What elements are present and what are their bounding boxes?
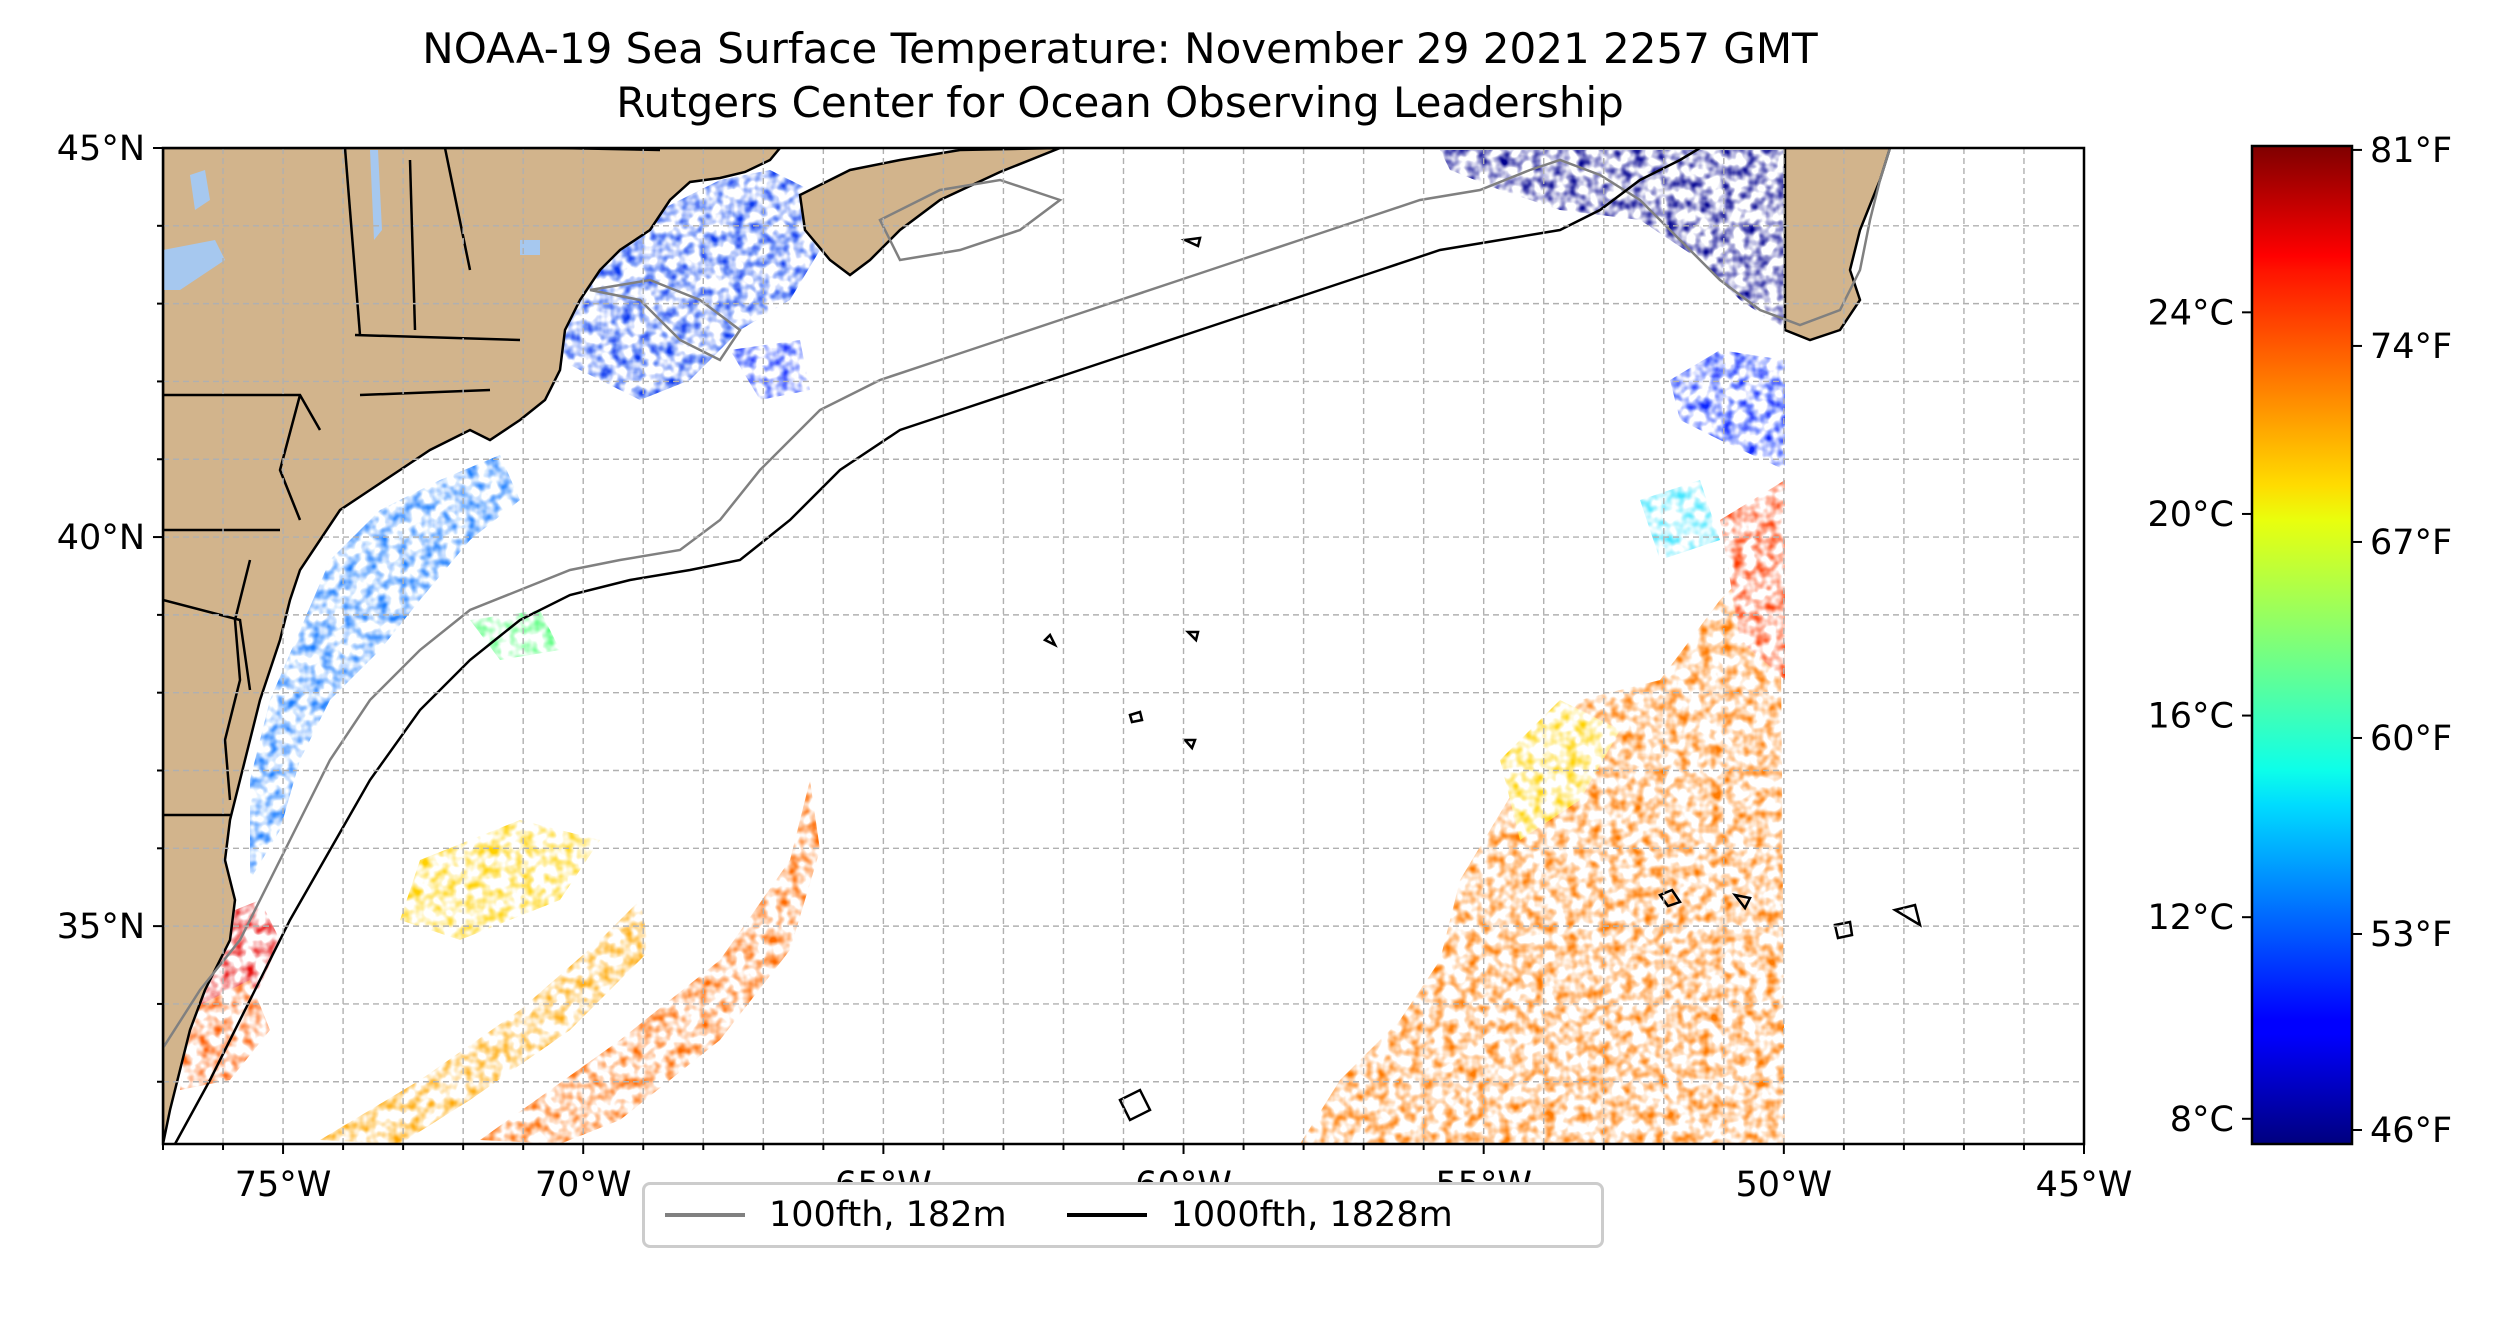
seamount-3 bbox=[1128, 710, 1144, 724]
map-title: NOAA-19 Sea Surface Temperature: Novembe… bbox=[160, 22, 2080, 130]
sst-ne-patch bbox=[730, 340, 810, 400]
lake-champlain bbox=[370, 150, 382, 240]
gridlines bbox=[162, 147, 2085, 1144]
seamount-1 bbox=[1118, 1088, 1152, 1122]
colorbar: 8°C 12°C 16°C 20°C 24°C 46°F 53°F 60°F 67°F 74°F… bbox=[2148, 131, 2453, 1151]
legend-entry-100fth: 100fth, 182m bbox=[645, 1195, 1007, 1235]
title-line-1: NOAA-19 Sea Surface Temperature: Novembe… bbox=[422, 24, 1818, 73]
colorbar-fahrenheit-label: 53°F bbox=[2370, 915, 2452, 955]
x-tick-label: 70°W bbox=[535, 1165, 632, 1205]
legend-label-1000fth: 1000fth, 1828m bbox=[1170, 1195, 1453, 1235]
colorbar-celsius-label: 12°C bbox=[2148, 898, 2234, 938]
colorbar-fahrenheit-label: 74°F bbox=[2370, 327, 2452, 367]
x-tick-label: 45°W bbox=[2036, 1165, 2133, 1205]
water-bodies bbox=[163, 150, 540, 290]
lake-region-1 bbox=[190, 170, 210, 210]
sst-slope-streaks-2 bbox=[320, 900, 650, 1144]
sst-coastal-band bbox=[250, 455, 520, 880]
y-tick-label: 45°N bbox=[57, 129, 145, 169]
border-nh-me bbox=[443, 148, 472, 271]
sst-northeast-cold bbox=[1440, 150, 1785, 330]
sst-east-cyan bbox=[1640, 480, 1720, 560]
chesapeake-bay bbox=[223, 559, 252, 801]
legend-label-100fth: 100fth, 182m bbox=[769, 1195, 1007, 1235]
seamount-8 bbox=[1833, 920, 1854, 940]
colorbar-gradient bbox=[2250, 144, 2354, 1146]
map-panel: 75°W70°W65°W60°W55°W50°W45°W 45°N40°N35°… bbox=[57, 129, 2133, 1205]
seamount-7 bbox=[1731, 893, 1752, 911]
legend: 100fth, 182m 1000fth, 1828m bbox=[642, 1182, 1604, 1248]
border-ma-ct bbox=[359, 388, 491, 397]
seamount-4 bbox=[1182, 738, 1197, 751]
seamount-6 bbox=[1658, 888, 1682, 908]
legend-swatch-100fth bbox=[665, 1213, 745, 1217]
legend-swatch-1000fth bbox=[1066, 1213, 1147, 1217]
border-ny-ma bbox=[354, 333, 521, 342]
colorbar-celsius-label: 16°C bbox=[2148, 697, 2234, 737]
y-axis-ticks: 45°N 40°N 35°N bbox=[57, 129, 163, 1083]
border-nh-vt bbox=[408, 159, 417, 331]
reservoir-1 bbox=[520, 240, 540, 255]
seamount-2 bbox=[1042, 632, 1058, 648]
seamount-9 bbox=[1891, 903, 1922, 928]
land-nova-scotia bbox=[798, 148, 1061, 277]
contour-100fth bbox=[163, 148, 1892, 1049]
colorbar-celsius-ticks: 8°C 12°C 16°C 20°C 24°C bbox=[2148, 293, 2252, 1140]
sst-scatter-green bbox=[470, 610, 560, 660]
x-tick-label: 75°W bbox=[235, 1165, 332, 1205]
colorbar-fahrenheit-ticks: 46°F 53°F 60°F 67°F 74°F 81°F bbox=[2352, 131, 2452, 1151]
border-md-va bbox=[163, 598, 252, 691]
sst-slope-streaks bbox=[480, 780, 820, 1144]
colorbar-celsius-label: 24°C bbox=[2148, 293, 2234, 333]
colorbar-celsius-label: 8°C bbox=[2170, 1100, 2234, 1140]
seamount-5 bbox=[1184, 630, 1200, 643]
title-line-2: Rutgers Center for Ocean Observing Leade… bbox=[616, 78, 1624, 127]
lake-ontario-edge bbox=[163, 240, 225, 290]
legend-entry-1000fth: 1000fth, 1828m bbox=[1047, 1195, 1453, 1235]
y-tick-label: 40°N bbox=[57, 518, 145, 558]
colorbar-fahrenheit-label: 46°F bbox=[2370, 1111, 2452, 1151]
sst-east-yellow bbox=[1500, 700, 1620, 840]
colorbar-celsius-label: 20°C bbox=[2148, 495, 2234, 535]
land-north-america bbox=[163, 148, 782, 1144]
colorbar-fahrenheit-label: 67°F bbox=[2370, 523, 2452, 563]
sst-scatter-mid bbox=[400, 820, 600, 940]
seamount-10 bbox=[1180, 236, 1202, 248]
contour-1000fth bbox=[173, 148, 1922, 1144]
sst-northeast-blue bbox=[1670, 350, 1785, 470]
colorbar-fahrenheit-label: 60°F bbox=[2370, 719, 2452, 759]
x-tick-label: 50°W bbox=[1736, 1165, 1833, 1205]
y-tick-label: 35°N bbox=[57, 907, 145, 947]
sst-east-hotspots bbox=[1720, 480, 1785, 680]
border-pa-nj bbox=[278, 394, 302, 521]
sst-gulf-of-maine bbox=[540, 170, 820, 400]
colorbar-fahrenheit-label: 81°F bbox=[2370, 131, 2452, 171]
land-layer bbox=[163, 148, 1892, 1144]
